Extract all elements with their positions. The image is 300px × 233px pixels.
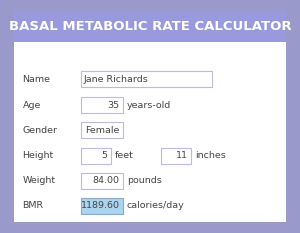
Text: BASAL METABOLIC RATE CALCULATOR: BASAL METABOLIC RATE CALCULATOR bbox=[9, 20, 291, 33]
Text: Jane Richards: Jane Richards bbox=[84, 75, 148, 84]
Text: calories/day: calories/day bbox=[127, 201, 185, 210]
FancyBboxPatch shape bbox=[81, 122, 123, 138]
Text: 84.00: 84.00 bbox=[93, 176, 120, 185]
Text: 35: 35 bbox=[107, 101, 120, 110]
Text: inches: inches bbox=[195, 151, 226, 160]
Text: feet: feet bbox=[115, 151, 134, 160]
Text: Female: Female bbox=[85, 126, 119, 135]
FancyBboxPatch shape bbox=[14, 42, 286, 222]
Text: 5: 5 bbox=[101, 151, 107, 160]
Text: Height: Height bbox=[22, 151, 54, 160]
FancyBboxPatch shape bbox=[161, 148, 191, 164]
Text: Gender: Gender bbox=[22, 126, 58, 135]
Text: Weight: Weight bbox=[22, 176, 56, 185]
FancyBboxPatch shape bbox=[81, 173, 123, 189]
Text: Name: Name bbox=[22, 75, 50, 84]
FancyBboxPatch shape bbox=[81, 71, 212, 87]
Text: Age: Age bbox=[22, 101, 41, 110]
FancyBboxPatch shape bbox=[14, 11, 286, 42]
FancyBboxPatch shape bbox=[81, 97, 123, 113]
Text: years-old: years-old bbox=[127, 101, 171, 110]
Text: BMR: BMR bbox=[22, 201, 44, 210]
Text: pounds: pounds bbox=[127, 176, 162, 185]
FancyBboxPatch shape bbox=[81, 198, 123, 214]
Text: 1189.60: 1189.60 bbox=[81, 201, 120, 210]
FancyBboxPatch shape bbox=[81, 148, 111, 164]
Text: 11: 11 bbox=[176, 151, 188, 160]
